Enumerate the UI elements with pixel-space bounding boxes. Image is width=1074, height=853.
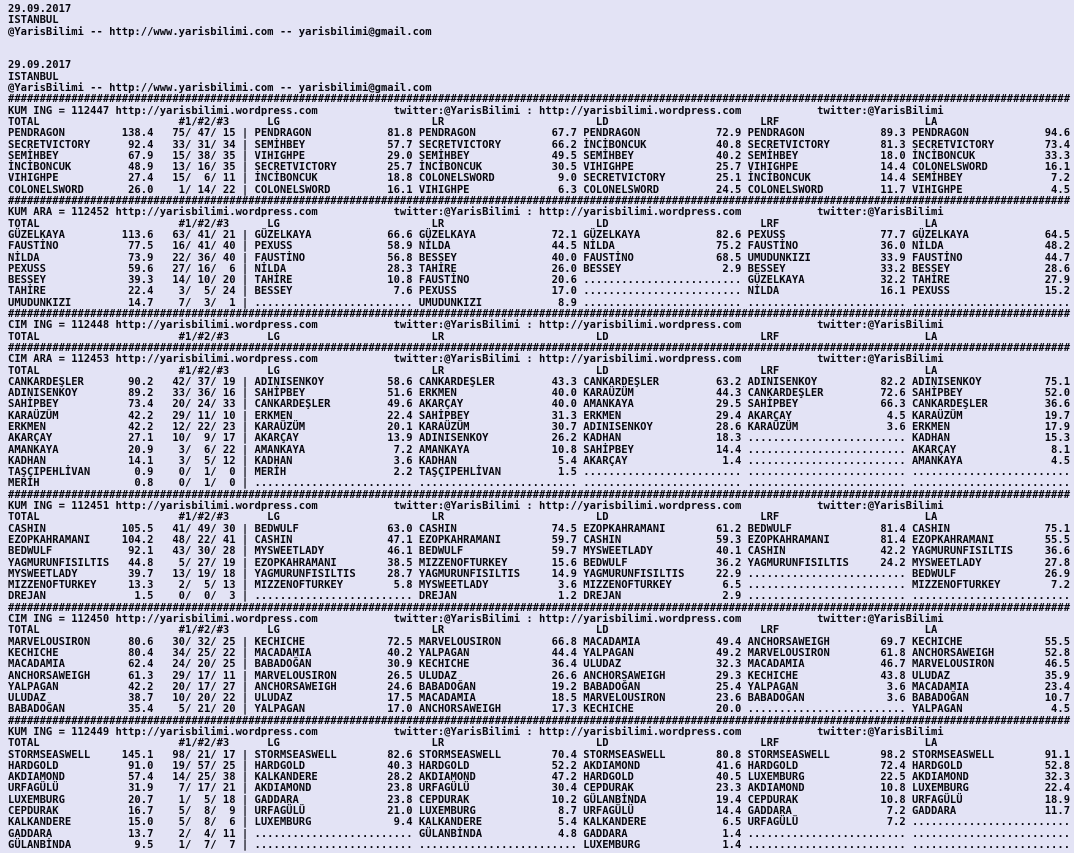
masthead: 29.09.2017 ISTANBUL @YarisBilimi -- http… [8, 3, 432, 95]
section-kum-ing-112451: ########################################… [8, 488, 1071, 603]
section-cim-ing-112448: ########################################… [8, 308, 1071, 343]
section-kum-ing-112447: ########################################… [8, 93, 1071, 196]
report-sections: ########################################… [8, 94, 1074, 851]
section-cim-ing-112450: ########################################… [8, 601, 1071, 716]
section-kum-ara-112452: ########################################… [8, 195, 1071, 309]
section-kum-ing-112449: ########################################… [8, 714, 1071, 851]
section-cim-ara-112453: ########################################… [8, 341, 1071, 490]
